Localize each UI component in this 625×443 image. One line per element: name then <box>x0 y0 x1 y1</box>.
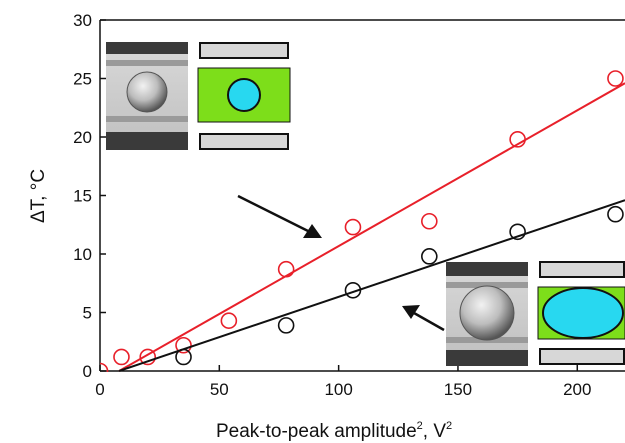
x-tick-label: 200 <box>563 380 591 399</box>
red-data-point <box>607 70 624 87</box>
x-axis-title-sup2: 2 <box>446 420 452 432</box>
y-tick-label: 20 <box>73 128 92 147</box>
inset-droplet-circle <box>227 78 261 112</box>
axis-ticks: 0 50 100 150 200 0 5 10 15 20 25 30 <box>73 11 591 399</box>
black-data-point <box>421 248 438 265</box>
red-data-point <box>277 260 295 278</box>
x-axis-title-unit: , V <box>423 421 447 442</box>
arrow-to-black-series <box>402 305 445 332</box>
black-data-point <box>277 317 295 334</box>
red-data-point <box>344 218 362 236</box>
inset-bottom-right <box>446 261 625 366</box>
red-data-point <box>175 336 192 354</box>
black-data-point <box>509 223 526 241</box>
x-axis-title-sup1: 2 <box>417 420 423 432</box>
y-tick-label: 10 <box>73 245 92 264</box>
black-data-point <box>175 348 192 366</box>
arrow-to-red-series <box>237 194 322 238</box>
x-tick-label: 100 <box>324 380 352 399</box>
y-tick-label: 15 <box>73 187 92 206</box>
red-fit-line <box>118 82 625 372</box>
x-axis-title-main: Peak-to-peak amplitude <box>216 421 417 442</box>
red-data-point <box>113 348 130 366</box>
x-tick-label: 0 <box>95 380 104 399</box>
red-data-point <box>139 348 157 366</box>
y-tick-label: 0 <box>83 362 92 381</box>
inset-bottom-right-photo <box>446 262 528 366</box>
inset-top-left <box>106 42 291 150</box>
inset-top-left-photo <box>106 42 188 150</box>
y-tick-label: 5 <box>83 304 92 323</box>
red-data-point <box>421 212 438 230</box>
inset-droplet-ellipse <box>542 287 624 339</box>
red-data-point <box>100 362 109 372</box>
y-tick-label: 30 <box>73 11 92 30</box>
black-fit-line <box>118 199 625 372</box>
series-layer <box>100 70 625 372</box>
x-axis-title: Peak-to-peak amplitude2, V2 <box>216 420 452 442</box>
x-tick-label: 50 <box>210 380 229 399</box>
inset-top-left-schematic <box>197 42 291 150</box>
red-data-point <box>509 131 526 148</box>
red-data-point <box>220 312 238 329</box>
y-tick-label: 25 <box>73 70 92 89</box>
black-data-point <box>344 281 362 299</box>
black-data-point <box>607 205 624 223</box>
x-tick-label: 150 <box>444 380 472 399</box>
y-axis-title: ΔT, °C <box>28 169 49 223</box>
inset-bottom-right-schematic <box>537 261 625 365</box>
